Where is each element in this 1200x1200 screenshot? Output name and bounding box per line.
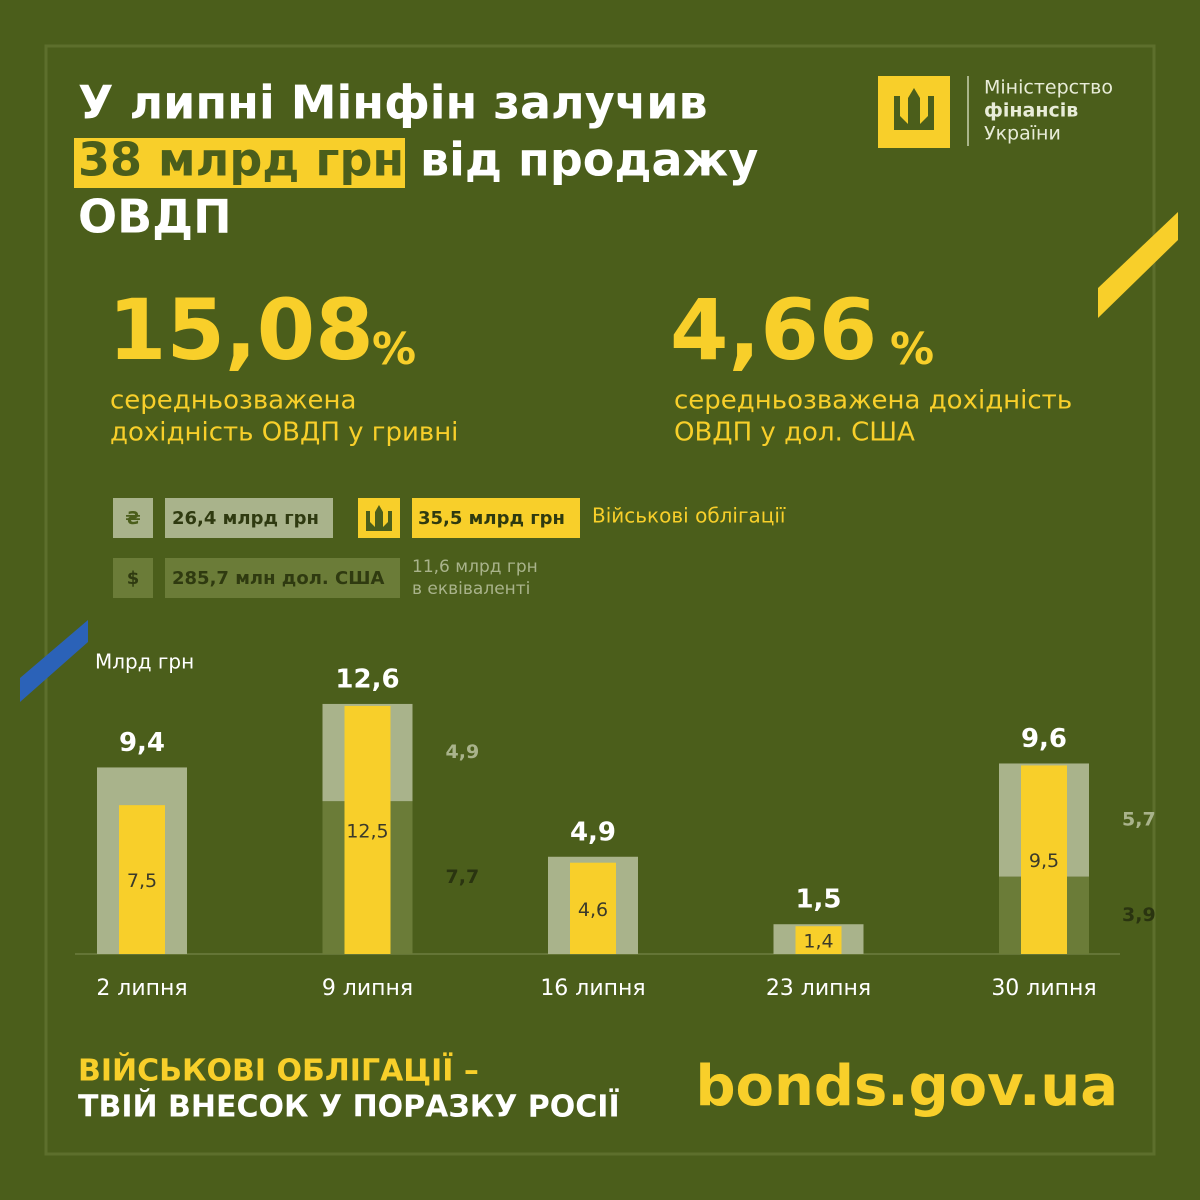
bar-chart: 2 липня 7,5 9,4 9 липня 7,7 4,9 12,5 12,6 16 лип…	[96, 664, 1155, 1001]
military-bar	[1021, 765, 1067, 954]
military-bar	[344, 705, 391, 954]
segment-value-label: 5,7	[1122, 809, 1156, 831]
title-line: У липні Мінфін залучив	[78, 76, 708, 130]
segment-value-label: 4,9	[446, 741, 480, 763]
legend-box	[165, 498, 333, 538]
stat-value: 4,66	[670, 281, 877, 379]
title-line: ОВДП	[78, 190, 232, 244]
decor-stripe-blue	[20, 620, 88, 702]
decor-stripe	[1098, 212, 1178, 318]
bar-value-label: 9,5	[1029, 850, 1059, 872]
stat-caption: середньозважена дохідність	[674, 386, 1072, 416]
x-tick-label: 16 липня	[540, 976, 645, 1001]
total-label: 4,9	[570, 817, 616, 847]
legend-icon-text: ₴	[125, 508, 140, 529]
logo-text: України	[984, 123, 1061, 145]
bar-value-label: 12,5	[346, 820, 388, 842]
url: bonds.gov.ua	[695, 1054, 1118, 1119]
x-tick-label: 30 липня	[991, 976, 1096, 1001]
total-label: 9,4	[119, 728, 165, 758]
legend-note: 11,6 млрд грн	[412, 557, 538, 577]
total-label: 12,6	[335, 664, 399, 694]
segment-value-label: 3,9	[1122, 904, 1156, 926]
title-highlight: 38 млрд грн	[78, 133, 404, 187]
title-line: від продажу	[420, 133, 758, 187]
slogan: ВІЙСЬКОВІ ОБЛІГАЦІЇ –	[78, 1053, 479, 1089]
logo-text: Міністерство	[984, 77, 1113, 99]
legend-note: в еквіваленті	[412, 579, 530, 599]
stat-unit: %	[890, 324, 934, 375]
stat-caption: середньозважена	[110, 386, 356, 416]
bar-value-label: 7,5	[127, 870, 157, 892]
bar-value-label: 1,4	[803, 931, 833, 953]
logo-text: фінансів	[984, 100, 1078, 122]
trident-icon	[366, 505, 392, 531]
slogan: ТВІЙ ВНЕСОК У ПОРАЗКУ РОСІЇ	[78, 1089, 620, 1125]
legend-icon	[113, 498, 153, 538]
total-label: 9,6	[1021, 724, 1067, 754]
segment-value-label: 7,7	[446, 866, 480, 888]
legend-icon	[113, 558, 153, 598]
x-tick-label: 2 липня	[96, 976, 187, 1001]
stat-caption: ОВДП у дол. США	[674, 418, 915, 448]
military-bar	[795, 926, 842, 954]
legend-box	[165, 558, 400, 598]
trident-icon	[894, 88, 934, 130]
bar-value-label: 4,6	[578, 899, 608, 921]
legend-text: Військові облігації	[592, 504, 786, 528]
stat-caption: дохідність ОВДП у гривні	[110, 418, 458, 448]
military-bar	[570, 862, 616, 954]
frame	[44, 44, 1156, 1156]
y-axis-label: Млрд грн	[95, 650, 194, 674]
military-bar	[119, 805, 165, 954]
legend-text: 26,4 млрд грн	[172, 508, 319, 529]
stat-unit: %	[372, 324, 416, 375]
total-label: 1,5	[795, 885, 841, 915]
x-tick-label: 9 липня	[322, 976, 413, 1001]
x-tick-label: 23 липня	[766, 976, 871, 1001]
legend-text: 35,5 млрд грн	[418, 508, 565, 529]
stat-value: 15,08	[108, 281, 374, 379]
title-highlight-bg	[74, 138, 405, 188]
legend-box	[412, 498, 580, 538]
legend-icon-text: $	[127, 568, 140, 589]
legend-text: 285,7 млн дол. США	[172, 568, 384, 589]
